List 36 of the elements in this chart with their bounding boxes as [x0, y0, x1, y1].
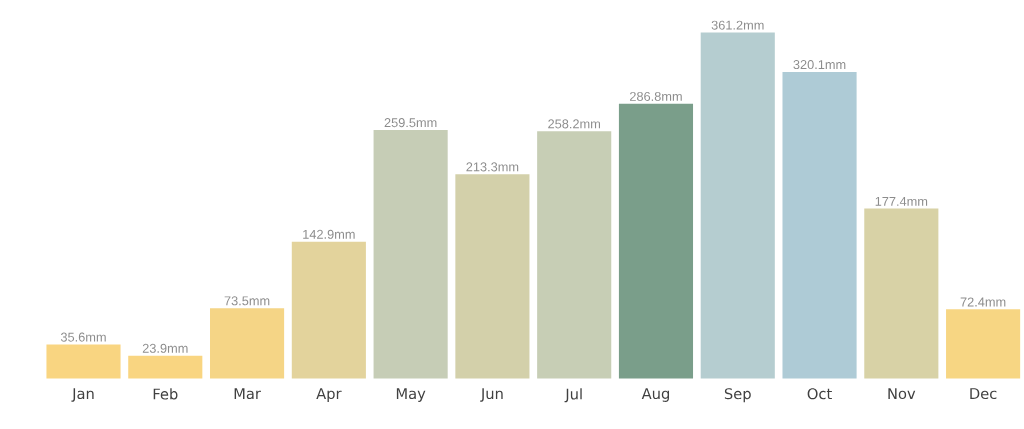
bar: [537, 131, 612, 379]
data-label: 72.4mm: [960, 297, 1006, 307]
data-label: 35.6mm: [60, 332, 106, 342]
data-label: 213.3mm: [466, 162, 519, 172]
bar: [46, 344, 121, 379]
bar: [946, 309, 1021, 379]
x-tick-label: Aug: [641, 388, 669, 402]
x-tick-label: May: [396, 388, 426, 402]
x-tick-label: Jun: [480, 388, 503, 402]
bar: [455, 174, 530, 379]
data-label: 259.5mm: [384, 117, 437, 127]
x-tick-label: Mar: [234, 388, 261, 399]
bar: [373, 129, 448, 379]
data-label: 73.5mm: [224, 296, 270, 306]
data-label: 142.9mm: [303, 229, 355, 239]
bar: [700, 32, 775, 379]
data-label: 286.8mm: [629, 91, 682, 101]
x-tick-label: Jan: [71, 388, 94, 402]
data-label: 361.2mm: [711, 20, 764, 30]
x-tick-label: Oct: [807, 388, 832, 400]
bar: [128, 355, 203, 379]
bar: [864, 208, 939, 379]
x-tick-label: Dec: [970, 388, 997, 399]
bar: [782, 71, 857, 379]
x-tick-label: Feb: [153, 388, 178, 400]
x-tick-label: Apr: [316, 388, 342, 402]
data-label: 177.4mm: [875, 196, 928, 206]
bar: [618, 103, 694, 379]
x-tick-label: Sep: [724, 388, 751, 402]
data-label: 320.1mm: [793, 59, 846, 69]
data-label: 23.9mm: [142, 343, 188, 353]
x-tick-label: Jul: [564, 388, 582, 403]
data-label: 258.2mm: [548, 119, 600, 129]
bar: [210, 307, 285, 379]
x-tick-label: Nov: [888, 388, 916, 399]
bar: [291, 241, 366, 379]
